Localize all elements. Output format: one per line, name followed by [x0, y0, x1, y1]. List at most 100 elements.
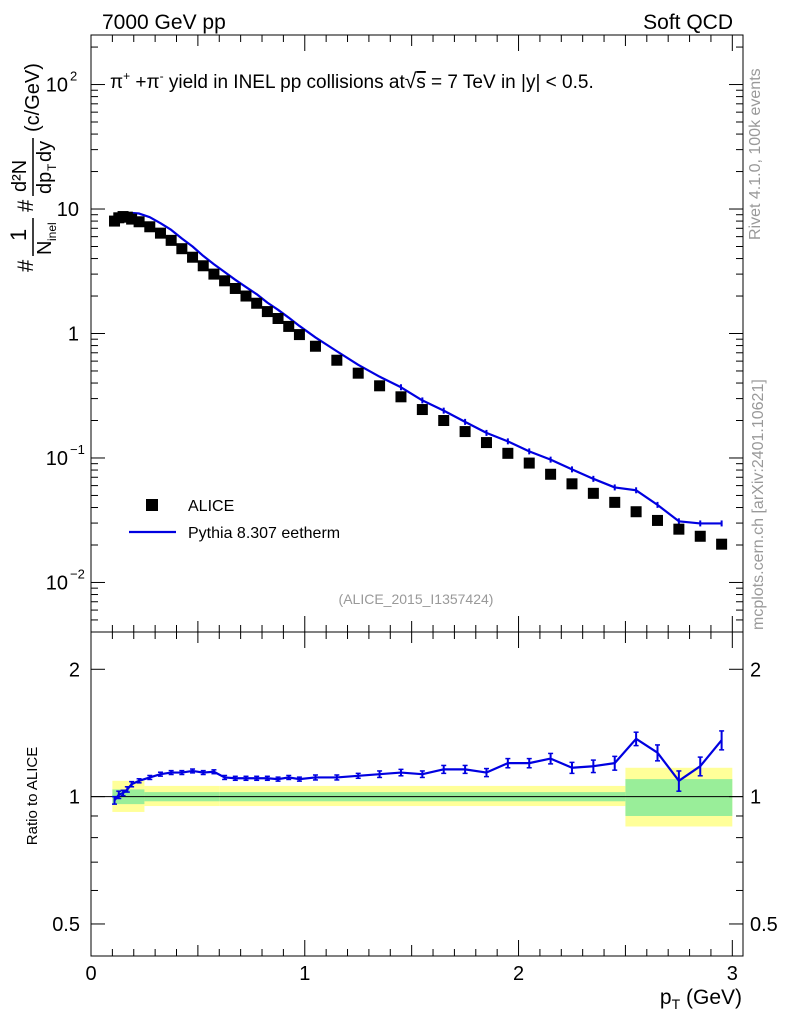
rivet-version-label: Rivet 4.1.0, 100k events	[747, 68, 764, 240]
data-point	[331, 354, 343, 366]
xlabel-t: T	[672, 996, 681, 1012]
data-point	[309, 340, 321, 352]
ylabel-unit: (c/GeV)	[22, 63, 44, 132]
data-point	[240, 290, 252, 302]
data-point	[261, 306, 273, 318]
ratio-ytick-label: 0.5	[52, 914, 80, 936]
ylabel-dp: dp	[34, 172, 56, 194]
data-point	[229, 282, 241, 294]
header-category-label: Soft QCD	[643, 11, 733, 34]
title-sqrt-s: s	[416, 72, 426, 93]
legend-data-marker	[146, 499, 158, 511]
data-point	[587, 487, 599, 499]
xlabel-unit: (GeV)	[680, 986, 742, 1009]
data-point	[480, 437, 492, 449]
ylabel-d2n: d²N	[9, 160, 31, 192]
data-point	[374, 380, 386, 392]
main-ytick-label: 10	[46, 448, 68, 470]
data-point	[459, 426, 471, 438]
ylabel-n: N	[34, 241, 56, 255]
main-data-series	[109, 211, 728, 550]
xtick-label: 3	[727, 963, 738, 985]
main-mc-series	[113, 211, 723, 527]
ratio-frame	[90, 631, 744, 957]
ylabel-dy: dy	[34, 141, 56, 162]
ylabel-t: T	[45, 163, 59, 171]
ratio-panel: 2 2 1 1 0.5 0.5 0 1 2 3 Ratio to ALICE pT (GeV)	[24, 631, 778, 1012]
data-point	[651, 514, 663, 526]
ratio-ytick-label-right: 0.5	[750, 914, 778, 936]
data-point	[566, 478, 578, 490]
title-pi2: +π	[130, 72, 159, 93]
ylabel-hash2: #	[13, 199, 38, 212]
data-point	[126, 213, 138, 225]
main-ytick-label: 10	[46, 75, 68, 97]
data-point	[630, 506, 642, 518]
data-point	[219, 275, 231, 287]
ratio-ytick-labels: 2 2 1 1 0.5 0.5	[52, 659, 778, 936]
data-point	[673, 523, 685, 535]
data-point	[438, 415, 450, 427]
ylabel-one: 1	[6, 229, 31, 241]
title-pi1: π	[110, 72, 123, 93]
ratio-ytick-label: 2	[69, 659, 80, 681]
data-point	[144, 221, 156, 233]
title-tail: = 7 TeV in |y| < 0.5.	[426, 72, 594, 93]
ratio-ytick-label-right: 2	[750, 659, 761, 681]
data-point	[609, 496, 621, 508]
main-ytick-label: 10	[57, 199, 79, 221]
main-ytick-exponent: −1	[70, 442, 85, 457]
data-point	[197, 260, 209, 272]
data-point	[545, 468, 557, 480]
xlabel: pT (GeV)	[660, 986, 742, 1012]
main-ylabel: # 1 N inel # d²N dp T dy (c/GeV)	[6, 63, 59, 272]
header-energy-label: 7000 GeV pp	[102, 11, 226, 34]
mcplots-source-label: mcplots.cern.ch [arXiv:2401.10621]	[750, 379, 767, 630]
data-point	[165, 234, 177, 246]
xtick-label: 2	[513, 963, 524, 985]
ratio-ylabel: Ratio to ALICE	[24, 747, 41, 845]
data-point	[154, 227, 166, 239]
title-plus-superscript: +	[123, 69, 130, 83]
main-frame	[90, 34, 744, 633]
data-point	[283, 320, 295, 332]
title-sqrt-symbol: √	[405, 70, 417, 93]
xtick-labels: 0 1 2 3	[85, 963, 737, 985]
main-ytick-exponent: −2	[70, 566, 85, 581]
data-point	[187, 251, 199, 263]
data-point	[133, 216, 145, 228]
ratio-ytick-label: 1	[69, 787, 80, 809]
title-body: yield in INEL pp collisions at	[164, 72, 406, 93]
data-point	[523, 457, 535, 469]
mc-line	[113, 211, 722, 525]
analysis-watermark: (ALICE_2015_I1357424)	[339, 591, 494, 607]
main-ytick-exponent: 2	[70, 69, 77, 84]
xtick-label: 1	[299, 963, 310, 985]
plot-title: π+ +π- yield in INEL pp collisions at√s …	[110, 69, 594, 93]
xtick-label: 0	[85, 963, 96, 985]
ylabel-hash1: #	[13, 259, 38, 272]
main-ytick-label: 1	[68, 324, 79, 346]
legend-mc-label: Pythia 8.307 eetherm	[188, 525, 340, 542]
data-point	[176, 243, 188, 255]
ylabel-inel: inel	[45, 222, 59, 241]
data-point	[395, 391, 407, 403]
data-point	[208, 268, 220, 280]
data-point	[416, 404, 428, 416]
data-point	[352, 367, 364, 379]
ratio-mc-series	[112, 730, 725, 805]
data-point	[502, 447, 514, 459]
legend-data-label: ALICE	[188, 498, 234, 515]
legend: ALICE Pythia 8.307 eetherm	[129, 498, 340, 542]
data-point	[251, 297, 263, 309]
xlabel-p: p	[660, 986, 672, 1009]
data-point	[272, 312, 284, 324]
title-minus-superscript: -	[160, 69, 164, 83]
ratio-ytick-label-right: 1	[750, 787, 761, 809]
main-axis-ticks	[90, 35, 743, 633]
data-point	[694, 530, 706, 542]
main-ytick-label: 10	[46, 572, 68, 594]
